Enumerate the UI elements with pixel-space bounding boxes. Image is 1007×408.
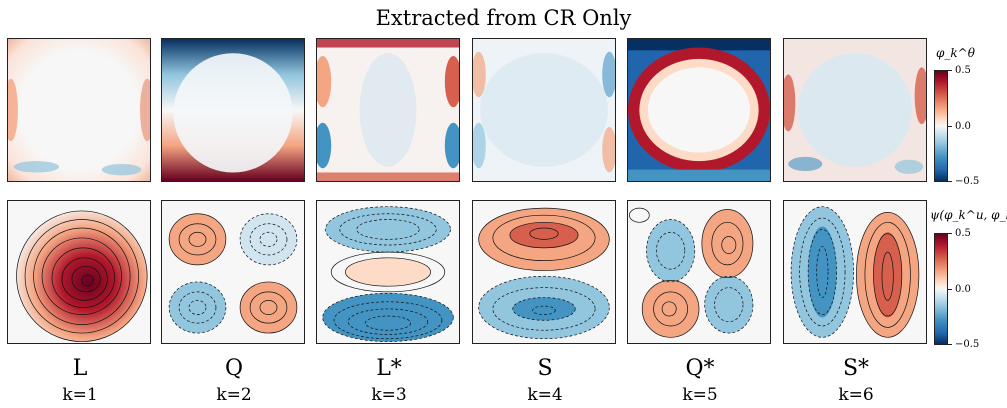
mode-index-6: k=6	[838, 385, 874, 405]
colorbar-theta-tick-mid: 0.0	[955, 121, 971, 132]
mode-index-4: k=4	[527, 385, 563, 405]
psi-mode-panel-4	[472, 200, 616, 344]
mode-symbol-3: L*	[376, 356, 402, 381]
mode-symbol-2: Q	[224, 356, 244, 381]
mode-symbol-5: Q*	[685, 356, 715, 381]
mode-symbol-4: S	[537, 356, 553, 381]
colorbar-psi-tick-bottom: −0.5	[955, 339, 980, 350]
mode-symbol-1: L	[72, 356, 88, 381]
colorbar-theta-tick-top: 0.5	[955, 65, 971, 76]
mode-symbol-6: S*	[842, 356, 870, 381]
psi-mode-panel-5	[627, 200, 771, 344]
theta-mode-panel-6	[783, 38, 927, 182]
mode-index-1: k=1	[62, 385, 98, 405]
colorbar-label-psi: ψ(φ_k^u, φ_k^v)	[930, 208, 1007, 222]
colorbar-psi-tick-top: 0.5	[955, 228, 971, 239]
figure-title: Extracted from CR Only	[375, 6, 632, 30]
psi-mode-panel-2	[161, 200, 305, 344]
psi-mode-panel-3	[316, 200, 460, 344]
mode-index-2: k=2	[216, 385, 252, 405]
colorbar-psi	[934, 233, 948, 345]
psi-mode-panel-1	[7, 200, 151, 344]
mode-index-3: k=3	[371, 385, 407, 405]
theta-mode-panel-1	[7, 38, 151, 182]
mode-index-5: k=5	[682, 385, 718, 405]
theta-mode-panel-3	[316, 38, 460, 182]
colorbar-theta	[934, 70, 948, 182]
theta-mode-panel-2	[161, 38, 305, 182]
colorbar-theta-tick-bottom: −0.5	[955, 176, 980, 187]
theta-mode-panel-4	[472, 38, 616, 182]
colorbar-label-theta: φ_k^θ	[936, 46, 975, 60]
psi-mode-panel-6	[783, 200, 927, 344]
theta-mode-panel-5	[627, 38, 771, 182]
colorbar-psi-tick-mid: 0.0	[955, 284, 971, 295]
